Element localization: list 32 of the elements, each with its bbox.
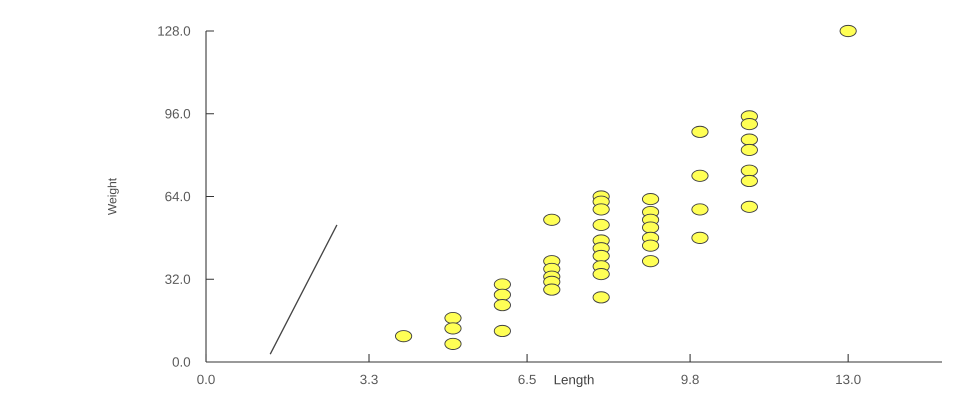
point — [740, 164, 758, 177]
point — [840, 24, 857, 38]
x-tick-label: 3.3 — [360, 374, 378, 384]
point — [592, 218, 610, 232]
point — [494, 324, 511, 338]
point — [740, 134, 758, 146]
point — [740, 118, 758, 130]
point — [740, 144, 758, 156]
x-axis-title: Length — [554, 374, 594, 388]
point — [592, 203, 610, 216]
point — [642, 221, 660, 234]
point — [592, 268, 610, 280]
point — [543, 214, 560, 226]
x-tick-label: 0.0 — [197, 374, 215, 384]
point — [494, 278, 511, 290]
y-tick-label: 0.0 — [172, 357, 190, 367]
x-tick-label: 9.8 — [681, 374, 699, 384]
point — [444, 312, 462, 324]
point — [740, 200, 758, 213]
y-tick-label: 32.0 — [165, 274, 190, 284]
y-axis-title: Weight — [108, 178, 119, 216]
x-tick-label: 13.0 — [836, 374, 861, 384]
point — [592, 250, 610, 262]
point — [592, 291, 610, 304]
y-tick-label: 128.0 — [158, 26, 190, 36]
point — [740, 174, 758, 188]
x-tick-label: 6.5 — [518, 374, 536, 384]
point — [494, 299, 511, 312]
y-tick-label: 96.0 — [165, 109, 190, 118]
point — [494, 288, 511, 301]
point — [543, 284, 560, 296]
y-tick-label: 64.0 — [165, 192, 190, 202]
